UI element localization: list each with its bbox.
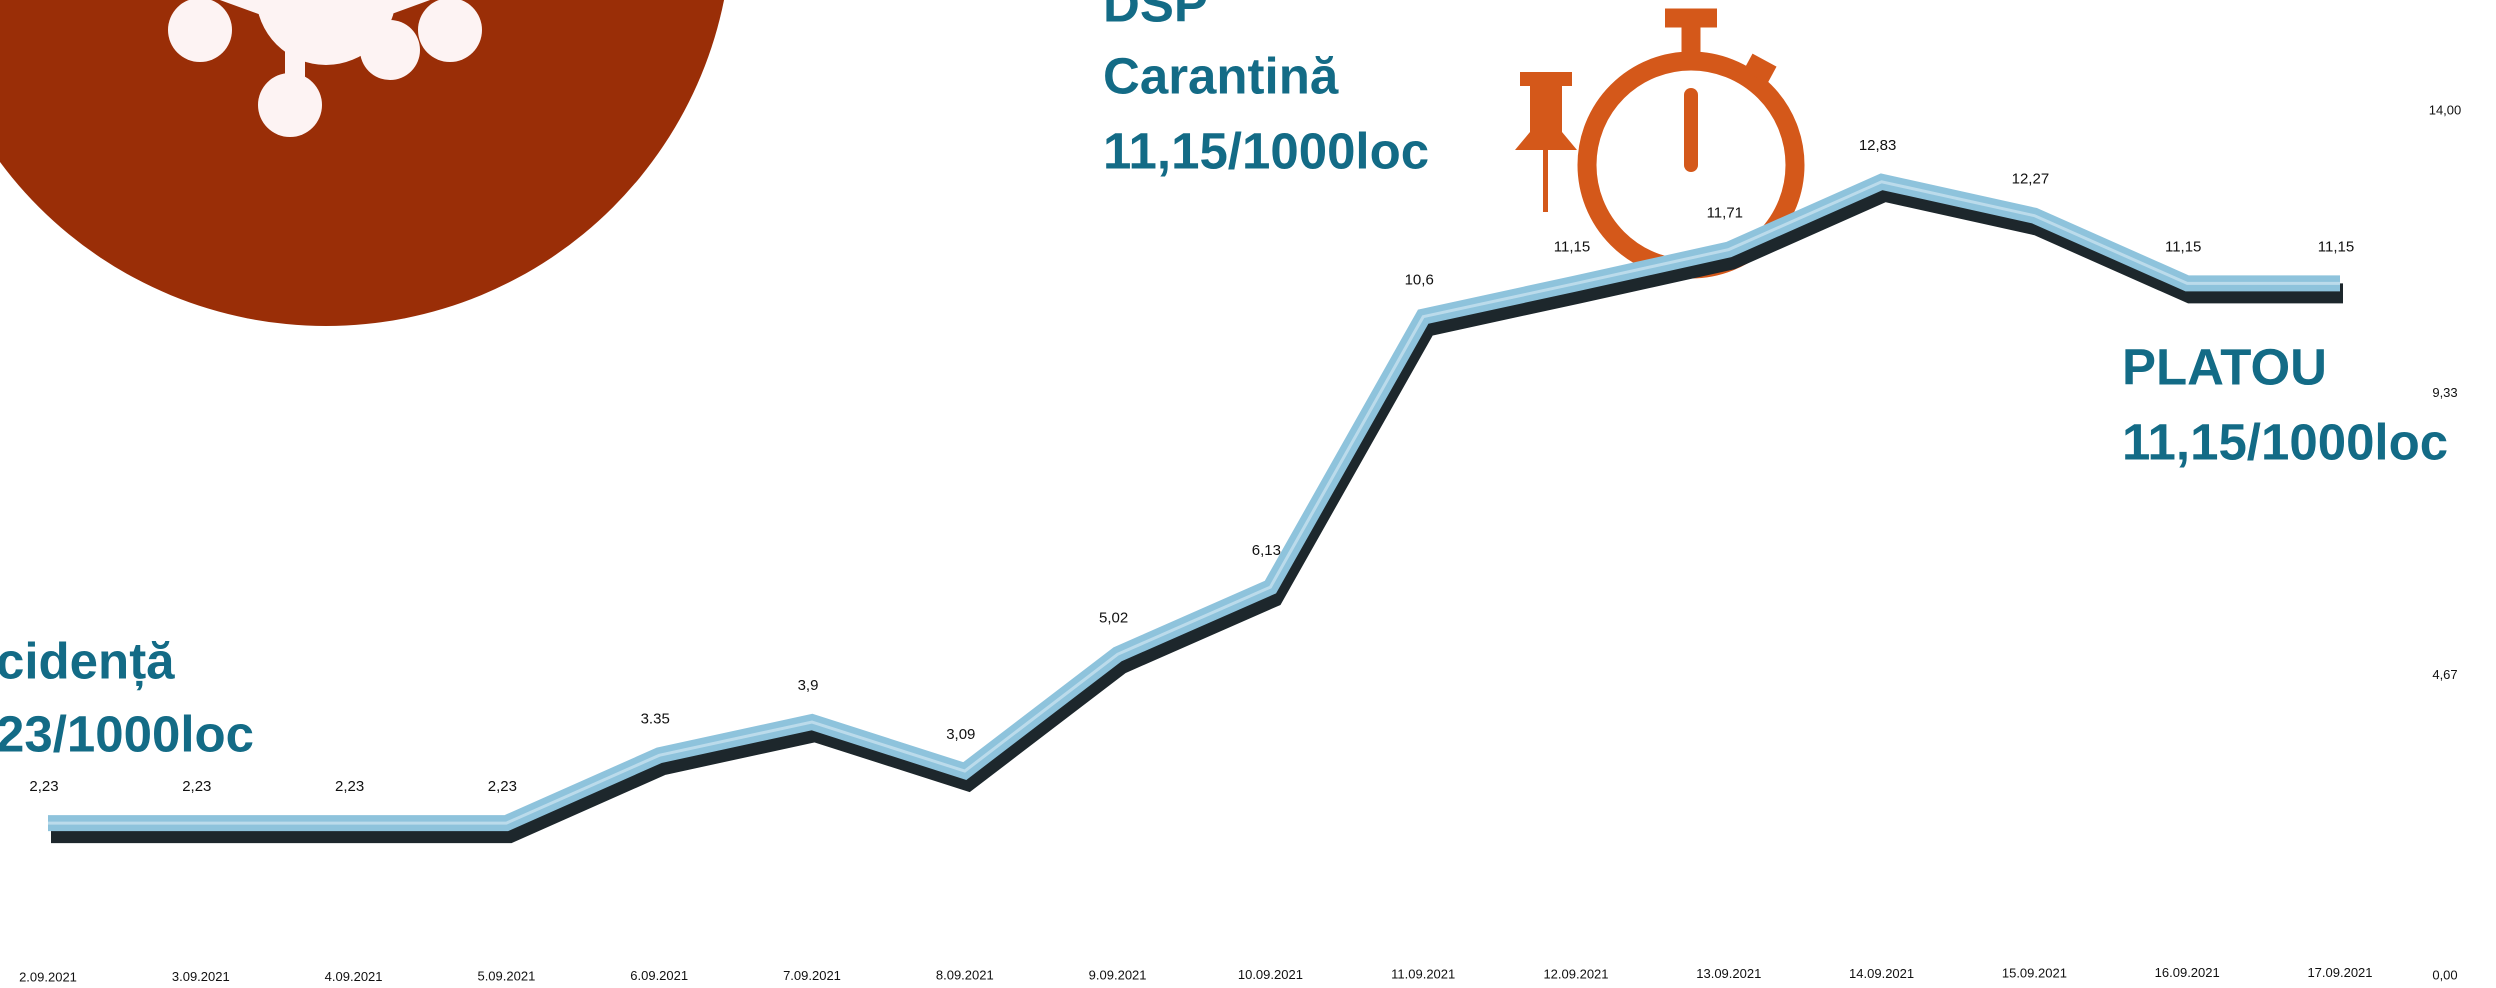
y-tick-label: 4,67 bbox=[2432, 667, 2457, 682]
data-label: 2,23 bbox=[182, 778, 211, 795]
x-tick-label: 16.09.2021 bbox=[2155, 965, 2220, 980]
annotation: cidență bbox=[0, 632, 175, 690]
x-tick-label: 15.09.2021 bbox=[2002, 966, 2067, 981]
x-tick-label: 3.09.2021 bbox=[172, 969, 230, 984]
data-label: 12,83 bbox=[1859, 137, 1897, 154]
x-tick-label: 14.09.2021 bbox=[1849, 966, 1914, 981]
line-highlight bbox=[48, 180, 2340, 825]
x-tick-label: 9.09.2021 bbox=[1089, 967, 1147, 982]
data-label: 11,15 bbox=[1554, 238, 1590, 255]
pushpin-icon bbox=[1515, 72, 1577, 212]
data-label: 11,15 bbox=[2318, 238, 2354, 255]
data-label: 11,71 bbox=[1707, 205, 1743, 222]
x-tick-label: 13.09.2021 bbox=[1696, 966, 1761, 981]
data-label: 2,23 bbox=[29, 778, 58, 795]
data-label: 11,15 bbox=[2165, 238, 2201, 255]
virus-logo bbox=[0, 0, 724, 326]
x-tick-label: 2.09.2021 bbox=[19, 969, 77, 984]
x-tick-label: 12.09.2021 bbox=[1543, 966, 1608, 981]
annotation: DSP bbox=[1103, 0, 1208, 32]
x-tick-label: 10.09.2021 bbox=[1238, 967, 1303, 982]
annotation: PLATOU bbox=[2122, 338, 2327, 395]
annotation: 11,15/1000loc bbox=[1103, 122, 1429, 179]
x-tick-label: 17.09.2021 bbox=[2307, 965, 2372, 980]
x-tick-label: 7.09.2021 bbox=[783, 968, 841, 983]
x-tick-label: 4.09.2021 bbox=[325, 969, 383, 984]
data-label: 5,02 bbox=[1099, 609, 1128, 626]
data-label: 6,13 bbox=[1252, 542, 1281, 559]
y-tick-label: 0,00 bbox=[2432, 967, 2457, 982]
annotation: 11,15/1000loc bbox=[2122, 413, 2448, 470]
data-label: 12,27 bbox=[2012, 171, 2050, 188]
data-label: 3.35 bbox=[641, 710, 670, 727]
x-tick-label: 6.09.2021 bbox=[630, 968, 688, 983]
data-label: 2,23 bbox=[335, 778, 364, 795]
annotation: Carantină bbox=[1103, 47, 1339, 104]
data-label: 3,9 bbox=[798, 677, 819, 694]
x-tick-label: 8.09.2021 bbox=[936, 968, 994, 983]
annotation: 23/1000loc bbox=[0, 705, 254, 762]
line-shadow bbox=[51, 181, 2343, 844]
x-tick-label: 5.09.2021 bbox=[477, 969, 535, 984]
data-label: 3,09 bbox=[946, 726, 975, 743]
data-label: 2,23 bbox=[488, 778, 517, 795]
y-tick-label: 9,33 bbox=[2432, 385, 2457, 400]
data-label: 10,6 bbox=[1405, 272, 1434, 289]
x-tick-label: 11.09.2021 bbox=[1391, 967, 1455, 982]
y-tick-label: 14,00 bbox=[2429, 102, 2462, 117]
